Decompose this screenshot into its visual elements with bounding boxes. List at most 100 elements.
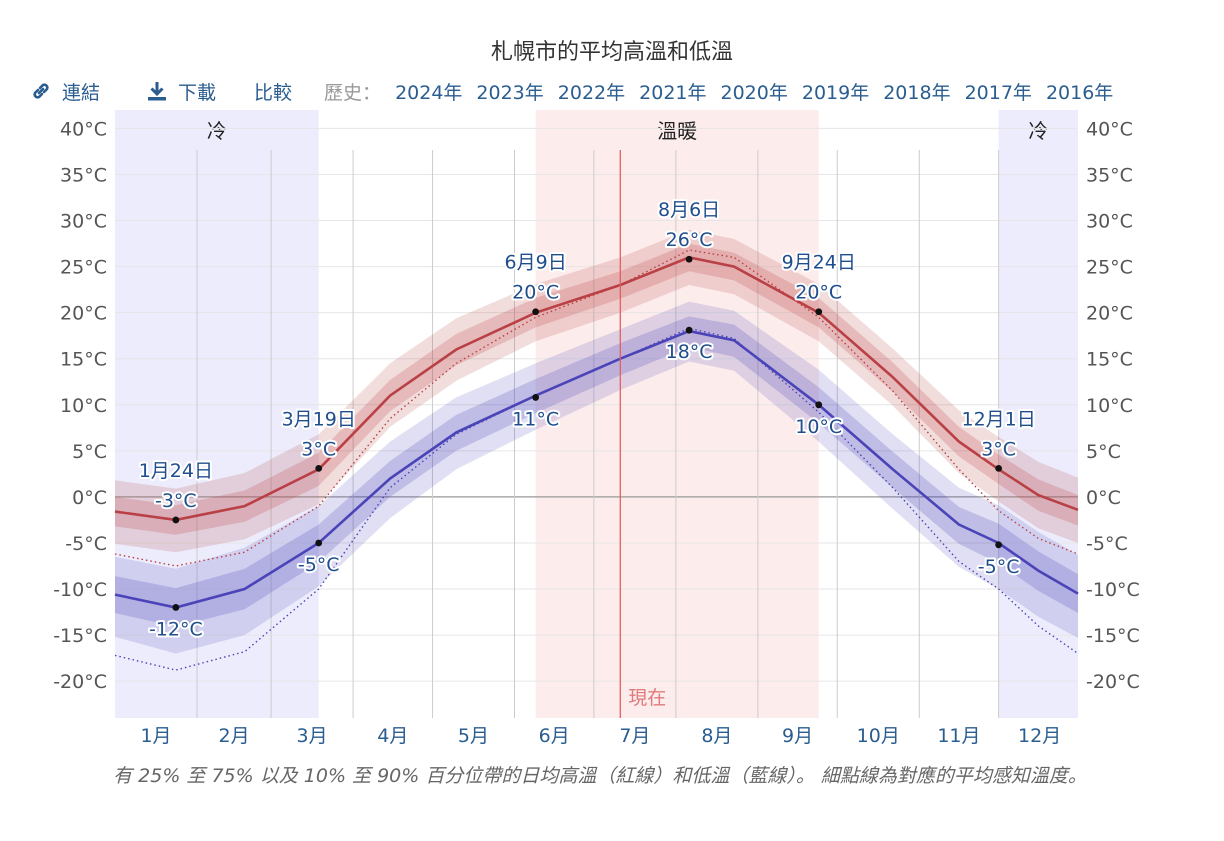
link-icon	[33, 83, 49, 99]
y-tick-right: -10°C	[1086, 579, 1140, 601]
download-label: 下載	[178, 81, 217, 104]
high-band-10-90	[115, 229, 1078, 553]
year-link-2016[interactable]: 2016年	[1045, 81, 1114, 104]
data-point-marker	[815, 401, 823, 409]
temperature-chart: 冷 溫暖 冷 40°C 40°C 35°C 35°C 30°C 30°C 25°C 25°C 20°C…	[53, 110, 1140, 747]
month-label: 3月	[297, 725, 328, 747]
date-annotation: 6月9日	[505, 252, 567, 274]
y-tick-left: 40°C	[60, 118, 107, 140]
y-tick-left: 25°C	[60, 257, 107, 279]
month-label: 1月	[140, 725, 171, 747]
season-label-1: 冷	[207, 119, 227, 143]
year-link-2021[interactable]: 2021年	[639, 81, 707, 104]
y-tick-right: -20°C	[1086, 671, 1140, 693]
data-point-marker	[315, 464, 323, 472]
season-band-1	[115, 110, 319, 718]
history-label: 歷史：	[324, 81, 382, 104]
season-band-2	[535, 110, 819, 718]
y-tick-right: 5°C	[1086, 441, 1121, 463]
season-label-3: 冷	[1028, 119, 1048, 143]
year-link-2024[interactable]: 2024年	[395, 81, 463, 104]
month-label: 8月	[701, 725, 732, 747]
download-icon	[148, 82, 167, 101]
y-tick-left: -15°C	[53, 625, 107, 647]
year-link-2018[interactable]: 2018年	[883, 81, 951, 104]
high-feels-like-line	[114, 249, 1079, 567]
month-label: 2月	[219, 725, 250, 747]
temperature-annotation: -3°C	[155, 490, 197, 512]
date-annotation: 1月24日	[139, 460, 213, 482]
link-label: 連結	[62, 81, 101, 104]
date-annotation: 9月24日	[782, 252, 856, 274]
month-label: 12月	[1018, 725, 1061, 747]
high-temperature-line	[114, 256, 1079, 522]
link-button[interactable]: 連結	[30, 78, 100, 105]
data-point-marker	[995, 464, 1003, 472]
year-link-2020[interactable]: 2020年	[720, 81, 788, 104]
data-point-marker	[815, 308, 823, 316]
y-tick-right: 35°C	[1086, 164, 1133, 186]
temperature-annotation: 10°C	[795, 416, 842, 438]
y-tick-left: 30°C	[60, 211, 107, 233]
y-tick-left: 10°C	[60, 395, 107, 417]
high-band-25-75	[115, 243, 1078, 535]
temperature-annotation: 20°C	[795, 282, 842, 304]
date-annotation: 8月6日	[658, 199, 720, 221]
chart-title: 札幌市的平均高溫和低溫	[490, 40, 733, 65]
date-annotation: 3月19日	[282, 408, 356, 430]
temperature-annotation: 20°C	[512, 282, 559, 304]
temperature-annotation: 26°C	[666, 229, 713, 251]
now-label: 現在	[628, 687, 666, 709]
y-tick-left: -10°C	[53, 579, 107, 601]
year-link-2022[interactable]: 2022年	[557, 81, 626, 104]
y-tick-left: 0°C	[72, 487, 107, 509]
chart-caption: 有 25% 至 75% 以及 10% 至 90% 百分位帶的日均高溫（紅線）和低…	[113, 765, 1087, 787]
download-button[interactable]: 下載	[146, 78, 216, 105]
data-point-marker	[995, 541, 1003, 549]
toolbar: 連結 下載 比較 歷史： 2024年 2023年 2022年 2021年 202…	[30, 76, 1127, 106]
temperature-annotation: 3°C	[981, 438, 1016, 460]
y-tick-right: 25°C	[1086, 257, 1133, 279]
y-tick-left: 20°C	[60, 303, 107, 325]
y-tick-right: -5°C	[1086, 533, 1128, 555]
y-tick-left: -5°C	[65, 533, 107, 555]
y-tick-left: 15°C	[60, 349, 107, 371]
data-point-marker	[172, 516, 180, 524]
season-band-3	[998, 110, 1078, 718]
year-link-2019[interactable]: 2019年	[801, 81, 870, 104]
season-label-2: 溫暖	[657, 119, 697, 143]
temperature-annotation: 3°C	[301, 438, 336, 460]
y-tick-right: 40°C	[1086, 118, 1133, 140]
date-annotation: 12月1日	[961, 408, 1035, 430]
data-point-marker	[172, 604, 180, 611]
data-point-marker	[532, 308, 540, 316]
y-tick-right: 0°C	[1086, 487, 1121, 509]
compare-button[interactable]: 比較	[254, 81, 293, 104]
month-label: 7月	[619, 725, 650, 747]
month-label: 6月	[539, 725, 570, 747]
y-tick-right: 30°C	[1086, 211, 1133, 233]
data-point-marker	[315, 539, 323, 547]
year-link-2017[interactable]: 2017年	[964, 81, 1032, 104]
y-tick-left: 35°C	[60, 164, 107, 186]
month-label: 4月	[377, 725, 408, 747]
year-link-2023[interactable]: 2023年	[476, 81, 544, 104]
temperature-annotation: -5°C	[978, 556, 1020, 578]
y-tick-right: 20°C	[1086, 303, 1133, 325]
data-point-marker	[685, 326, 693, 334]
temperature-annotation: 11°C	[512, 408, 559, 430]
temperature-annotation: -5°C	[298, 554, 340, 576]
y-tick-right: 10°C	[1086, 395, 1133, 417]
low-band-25-75	[115, 316, 1078, 627]
y-tick-left: 5°C	[72, 441, 107, 463]
y-tick-left: -20°C	[53, 671, 107, 693]
y-tick-right: 15°C	[1086, 349, 1133, 371]
month-label: 10月	[857, 725, 900, 747]
low-band-10-90	[115, 301, 1078, 654]
y-tick-right: -15°C	[1086, 625, 1140, 647]
data-point-marker	[532, 394, 540, 401]
data-point-marker	[685, 255, 693, 263]
low-temperature-line	[114, 329, 1079, 609]
month-label: 5月	[458, 725, 489, 747]
month-label: 9月	[782, 725, 813, 747]
